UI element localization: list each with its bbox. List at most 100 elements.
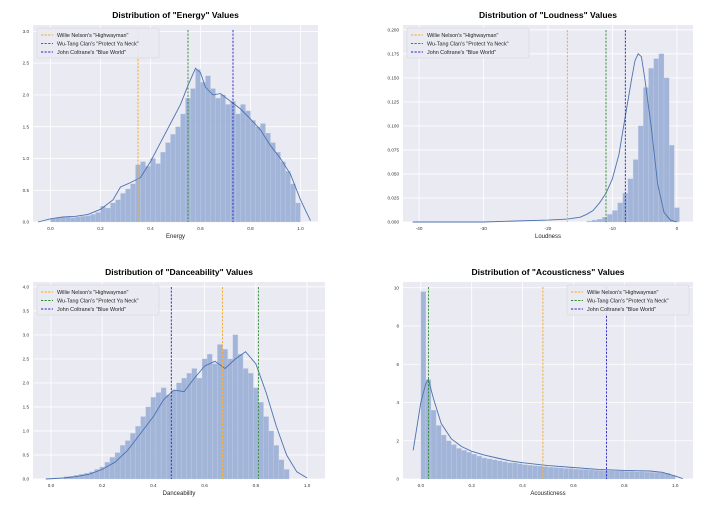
histogram-bar [85, 215, 91, 223]
x-tick-label: 0.0 [47, 226, 54, 231]
histogram-bar [186, 373, 192, 480]
histogram-bar [90, 214, 96, 223]
x-tick-label: 0.2 [99, 483, 106, 488]
histogram-bar [240, 104, 246, 223]
histogram-bar [50, 218, 56, 223]
y-tick-label: 2.5 [23, 61, 30, 66]
histogram-bar [165, 142, 171, 223]
y-tick-label: 0.175 [388, 51, 400, 56]
histogram-bar [201, 358, 208, 480]
histogram-bar [227, 358, 233, 480]
histogram-bar [145, 165, 151, 223]
histogram-bar [140, 416, 146, 480]
histogram-bar [80, 216, 86, 223]
histogram-bar [512, 462, 518, 480]
histogram-bar [591, 219, 598, 223]
x-tick-label: 0.4 [147, 226, 154, 231]
histogram-bar [674, 207, 680, 223]
legend-label: Wu-Tang Clan's "Protect Ya Neck" [427, 41, 509, 47]
histogram-bar [654, 472, 661, 480]
histogram-bar [212, 363, 218, 480]
histogram-bar [586, 220, 592, 223]
histogram-bar [527, 465, 533, 480]
legend: Willie Nelson's "Highwayman" Wu-Tang Clan… [566, 284, 690, 316]
histogram-bar [446, 440, 452, 480]
legend-box [36, 284, 160, 316]
y-tick-label: 0.000 [388, 220, 400, 225]
histogram-bar [273, 445, 280, 480]
histogram-bar [283, 469, 290, 480]
histogram-bar [207, 353, 213, 480]
histogram-bar [568, 468, 574, 480]
histogram-bar [250, 120, 256, 223]
histogram-bar [125, 188, 131, 223]
x-tick-label: 0.0 [418, 483, 425, 488]
histogram-bar [105, 207, 111, 223]
x-tick-label: 0.8 [621, 483, 628, 488]
legend-label: John Coltrane's "Blue World" [427, 50, 496, 56]
histogram-bar [593, 470, 600, 480]
legend-box [406, 27, 530, 59]
histogram-bar [258, 401, 264, 480]
histogram-bar [653, 58, 659, 223]
y-tick-label: 3.0 [23, 29, 30, 34]
histogram-bar [552, 467, 559, 480]
x-tick-label: 0.6 [197, 226, 204, 231]
histogram-bar [435, 425, 442, 480]
histogram-bar [602, 217, 608, 223]
histogram-bar [596, 218, 603, 223]
histogram-bar [573, 468, 579, 480]
histogram-bar [191, 368, 198, 480]
histogram-bar [659, 472, 666, 480]
histogram-bar [619, 470, 625, 480]
histogram-bar [588, 469, 594, 480]
histogram-bar [275, 151, 281, 223]
x-tick-label: 0 [676, 226, 679, 231]
histogram-bar [265, 132, 271, 223]
histogram-bar [145, 406, 151, 480]
legend-label: John Coltrane's "Blue World" [57, 307, 126, 313]
histogram-bar [237, 353, 244, 480]
histogram-bar [119, 445, 126, 480]
histogram-bar [583, 469, 589, 480]
x-tick-label: 0.8 [247, 226, 254, 231]
histogram-bar [195, 69, 201, 223]
legend-label: Willie Nelson's "Highwayman" [427, 33, 498, 39]
x-tick-label: 0.2 [468, 483, 475, 488]
histogram-bar [155, 163, 161, 223]
x-axis-label: Loudness [535, 234, 561, 240]
histogram-bar [150, 158, 156, 223]
histogram-bar [220, 94, 226, 223]
y-tick-label: 4 [396, 400, 399, 405]
y-tick-label: 2.0 [23, 93, 30, 98]
histogram-bar [496, 460, 503, 480]
histogram-bar [295, 202, 301, 223]
histogram-bar [235, 113, 241, 223]
histogram-bar [232, 334, 239, 480]
histogram-bar [629, 471, 635, 480]
histogram-bar [70, 217, 76, 223]
y-tick-label: 2 [396, 438, 399, 443]
y-tick-label: 0.100 [388, 124, 400, 129]
histogram-bar [263, 416, 269, 480]
legend-label: Wu-Tang Clan's "Protect Ya Neck" [587, 298, 669, 304]
histogram-bar [110, 202, 116, 223]
histogram-bar [649, 472, 655, 480]
x-tick-label: 1.0 [304, 483, 311, 488]
histogram-bar [290, 183, 296, 223]
histogram-bar [627, 178, 634, 223]
x-tick-label: 0.4 [150, 483, 157, 488]
histogram-bar [180, 113, 186, 223]
histogram-bar [532, 465, 538, 480]
histogram-bar [205, 75, 211, 223]
histogram-bar [196, 377, 203, 480]
histogram-bar [176, 382, 182, 480]
x-tick-label: 0.8 [253, 483, 260, 488]
legend-label: Wu-Tang Clan's "Protect Ya Neck" [57, 41, 139, 47]
histogram-bar [150, 397, 157, 480]
histogram-bar [268, 430, 274, 480]
histogram-bar [160, 387, 167, 480]
histogram-bar [175, 126, 181, 223]
x-tick-label: 0.0 [48, 483, 55, 488]
